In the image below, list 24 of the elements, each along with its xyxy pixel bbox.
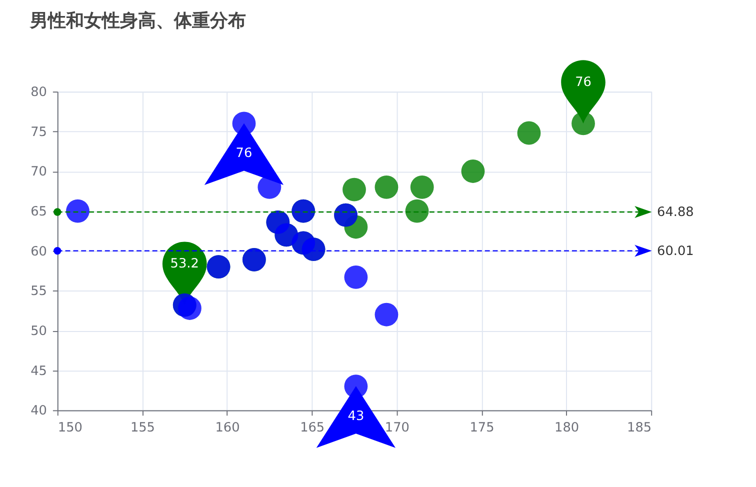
x-tick-label: 170 (384, 420, 410, 436)
x-tick-label: 175 (470, 420, 494, 436)
x-tick-label: 180 (554, 420, 580, 436)
y-tick-label: 55 (30, 284, 48, 300)
x-tick-label: 185 (627, 420, 652, 436)
y-tick-label: 60 (30, 244, 48, 260)
ref-line-label: 60.01 (657, 244, 694, 259)
ref-line-label: 64.88 (657, 204, 694, 220)
x-tick-label: 160 (215, 420, 240, 436)
x-tick-label: 150 (58, 420, 82, 436)
x-tick-label: 155 (130, 420, 155, 436)
y-tick-label: 80 (30, 85, 48, 100)
y-tick-label: 45 (30, 364, 48, 379)
y-tick-label: 50 (30, 324, 48, 339)
y-tick-label: 75 (30, 124, 48, 140)
x-tick-label: 165 (300, 420, 325, 436)
y-tick-label: 40 (30, 404, 48, 419)
chart-title: 男性和女性身高、体重分布 (29, 10, 246, 32)
annotation: 76 (575, 74, 592, 90)
annotation: 43 (348, 408, 364, 424)
annotation: 76 (236, 146, 252, 162)
annotation: 53.2 (170, 256, 199, 272)
y-tick-label: 65 (30, 204, 48, 220)
y-tick-label: 70 (30, 164, 48, 180)
